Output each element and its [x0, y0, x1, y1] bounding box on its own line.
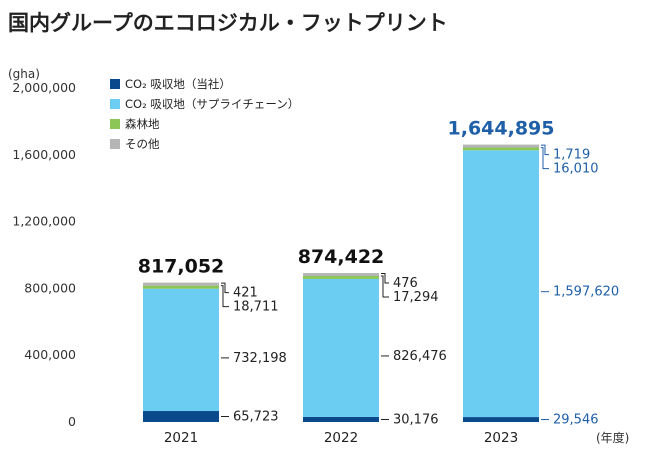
y-tick-label: 1,600,000 — [12, 147, 76, 162]
segment-value-label: 65,723 — [233, 410, 279, 425]
y-tick-label: 1,200,000 — [12, 214, 76, 229]
x-axis: 2021 2022 2023 — [164, 430, 518, 446]
bar-segment — [303, 273, 379, 277]
legend-label: その他 — [125, 137, 160, 151]
legend-swatch — [110, 99, 120, 109]
bar-segment — [143, 282, 219, 286]
bar-segment — [143, 411, 219, 422]
bar-segment — [463, 417, 539, 422]
segment-value-label: 29,546 — [553, 413, 599, 428]
y-tick-label: 0 — [68, 414, 76, 429]
segment-value-label: 1,719 — [553, 148, 590, 163]
leader-line — [381, 273, 389, 284]
leader-line — [541, 144, 549, 156]
legend-swatch — [110, 139, 120, 149]
bars — [143, 144, 539, 422]
bar-segment — [143, 285, 219, 289]
legend-swatch — [110, 79, 120, 89]
bar-segment — [463, 147, 539, 151]
x-axis-unit: (年度) — [596, 430, 629, 445]
legend-label: CO₂ 吸収地（当社） — [125, 77, 231, 91]
bar-segment — [303, 275, 379, 279]
x-tick-label: 2023 — [484, 430, 518, 446]
legend-swatch — [110, 119, 120, 129]
segment-value-label: 30,176 — [393, 412, 439, 427]
y-axis-unit: (gha) — [8, 67, 40, 81]
total-value-label: 817,052 — [138, 256, 225, 278]
segment-value-label: 476 — [393, 276, 418, 291]
bar-segment — [303, 278, 379, 417]
total-value-label: 874,422 — [298, 246, 385, 268]
total-value-label: 1,644,895 — [448, 118, 555, 140]
chart-title: 国内グループのエコロジカル・フットプリント — [8, 11, 448, 35]
segment-value-label: 732,198 — [233, 351, 287, 366]
bar-segment — [463, 150, 539, 418]
segment-value-label: 18,711 — [233, 300, 279, 315]
bar-segment — [303, 416, 379, 422]
leader-line — [221, 285, 229, 308]
y-tick-label: 2,000,000 — [12, 80, 76, 95]
leader-line — [381, 275, 389, 298]
legend-label: CO₂ 吸収地（サプライチェーン） — [125, 97, 299, 111]
segment-value-label: 16,010 — [553, 162, 599, 177]
y-tick-label: 800,000 — [24, 280, 76, 295]
segment-value-label: 826,476 — [393, 349, 447, 364]
bar-segment — [143, 288, 219, 412]
segment-value-label: 1,597,620 — [553, 285, 619, 300]
x-tick-label: 2021 — [164, 430, 198, 446]
x-tick-label: 2022 — [324, 430, 358, 446]
leader-line — [221, 282, 229, 294]
segment-value-label: 17,294 — [393, 290, 439, 305]
y-tick-label: 400,000 — [24, 347, 76, 362]
segment-value-label: 421 — [233, 286, 258, 301]
legend-label: 森林地 — [125, 117, 160, 131]
y-axis: 0 400,000 800,000 1,200,000 1,600,000 2,000,0… — [12, 80, 76, 429]
bar-segment — [463, 144, 539, 148]
leader-line — [541, 147, 549, 170]
